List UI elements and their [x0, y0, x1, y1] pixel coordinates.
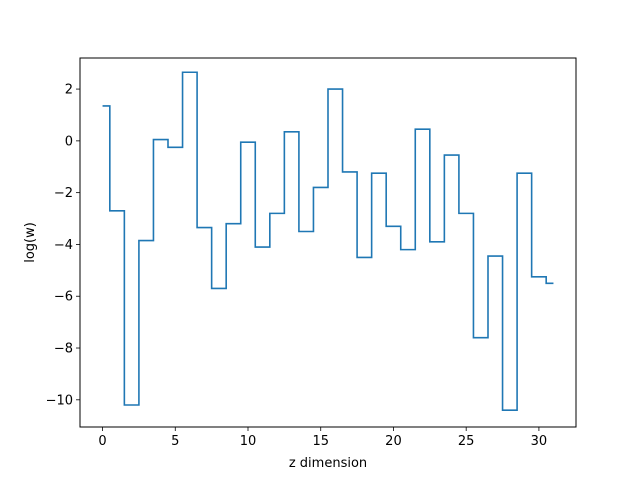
y-tick-label: −6	[54, 290, 73, 305]
y-tick-label: −2	[54, 186, 73, 201]
x-tick-label: 15	[312, 434, 329, 449]
y-tick-label: 2	[65, 83, 73, 98]
x-tick-label: 10	[240, 434, 257, 449]
y-axis-label: log(w)	[23, 222, 38, 263]
y-axis-ticks: 2 0 −2 −4 −6 −8 −10	[46, 83, 80, 408]
series-line	[102, 71, 554, 411]
x-tick-label: 5	[171, 434, 179, 449]
x-tick-label: 30	[531, 434, 548, 449]
y-tick-label: 0	[65, 134, 73, 149]
y-tick-label: −4	[54, 238, 73, 253]
y-tick-label: −8	[54, 342, 73, 357]
chart-marks	[102, 71, 554, 411]
x-axis-label: z dimension	[289, 456, 367, 471]
plot-frame	[79, 57, 577, 428]
x-axis-ticks: 0 5 10 15 20 25 30	[98, 427, 547, 449]
x-tick-label: 25	[458, 434, 475, 449]
x-tick-label: 20	[385, 434, 402, 449]
y-tick-label: −10	[46, 393, 73, 408]
x-tick-label: 0	[98, 434, 106, 449]
